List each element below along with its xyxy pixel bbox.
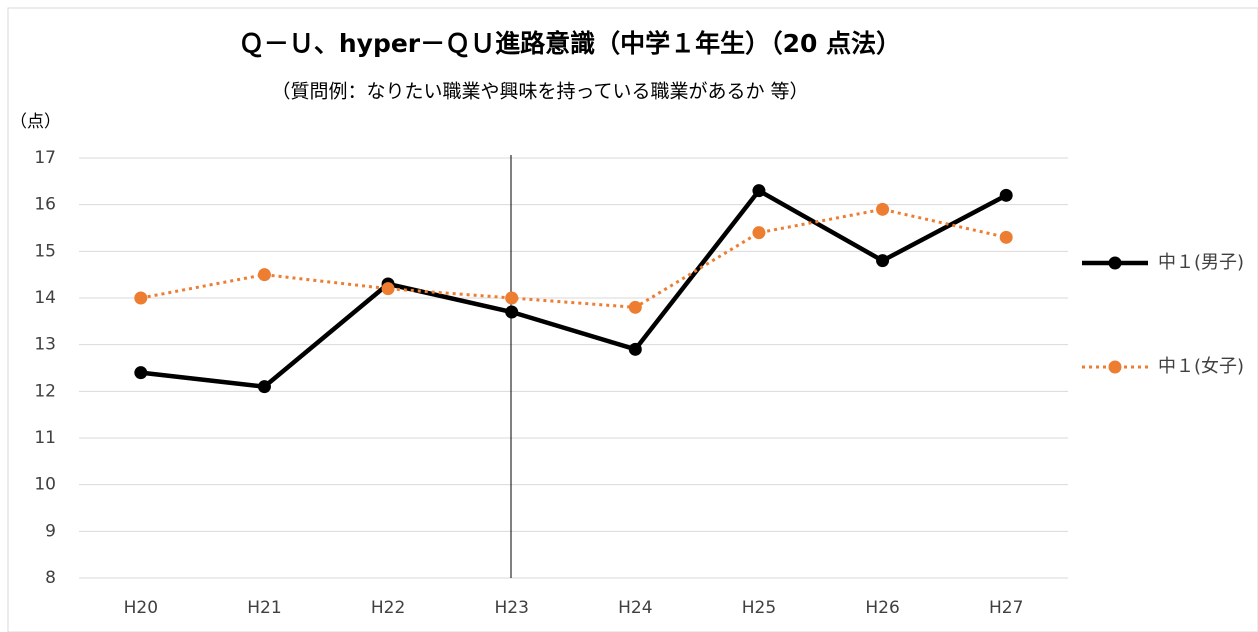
data-point	[752, 226, 766, 240]
y-tick-label: 8	[45, 568, 56, 588]
legend-label: 中１(男子)	[1158, 252, 1244, 273]
data-point	[257, 380, 271, 394]
data-point	[876, 202, 890, 216]
y-axis-label: （点）	[10, 112, 61, 132]
data-point	[134, 291, 148, 305]
chart-border	[7, 7, 1258, 632]
data-point	[505, 305, 519, 319]
x-tick-label: H26	[865, 598, 899, 618]
x-tick-label: H20	[124, 598, 158, 618]
data-point	[134, 366, 148, 380]
series-line	[140, 187, 1008, 390]
data-point	[876, 254, 890, 268]
data-point	[999, 230, 1013, 244]
legend-marker	[1108, 256, 1122, 270]
data-point	[628, 300, 642, 314]
x-tick-label: H21	[247, 598, 281, 618]
x-tick-label: H22	[371, 598, 405, 618]
y-tick-label: 9	[45, 521, 56, 541]
y-tick-label: 13	[34, 335, 56, 355]
x-tick-label: H24	[618, 598, 652, 618]
y-tick-label: 10	[34, 475, 56, 495]
x-tick-label: H25	[742, 598, 776, 618]
legend-marker	[1108, 360, 1122, 374]
x-tick-label: H27	[989, 598, 1023, 618]
y-tick-label: 15	[34, 241, 56, 261]
y-tick-label: 14	[34, 288, 56, 308]
data-point	[752, 184, 766, 198]
y-tick-label: 11	[34, 428, 56, 448]
chart-title: Ｑ－Ｕ、hyper－ＱＵ進路意識（中学１年生）（20 点法）	[239, 29, 901, 58]
data-point	[257, 268, 271, 282]
y-tick-label: 16	[34, 195, 56, 215]
y-tick-label: 17	[34, 148, 56, 168]
series-line	[140, 207, 1007, 309]
x-tick-label: H23	[494, 598, 528, 618]
data-point	[628, 342, 642, 356]
legend-label: 中１(女子)	[1158, 356, 1244, 377]
data-point	[505, 291, 519, 305]
chart-subtitle: （質問例：なりたい職業や興味を持っている職業があるか 等）	[271, 81, 808, 103]
y-tick-label: 12	[34, 381, 56, 401]
data-point	[999, 188, 1013, 202]
data-point	[381, 282, 395, 296]
